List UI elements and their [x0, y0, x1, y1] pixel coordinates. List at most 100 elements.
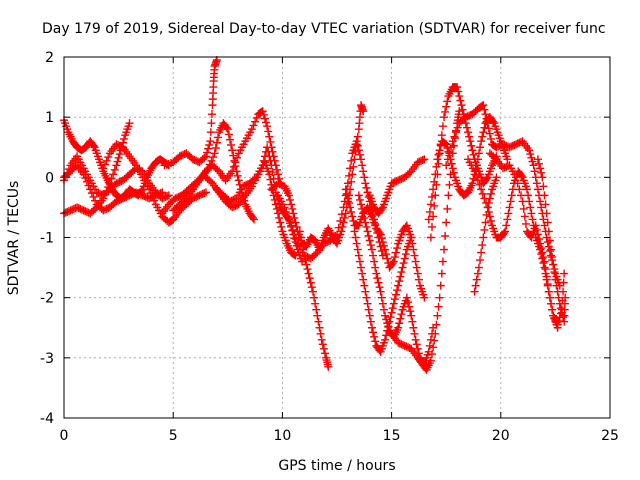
data-point — [233, 153, 242, 162]
data-point — [264, 127, 273, 136]
data-point — [539, 215, 548, 224]
data-point — [265, 132, 274, 141]
data-point — [381, 311, 390, 320]
data-point — [553, 320, 562, 329]
data-point — [429, 212, 438, 221]
data-point — [200, 189, 209, 198]
data-point — [436, 281, 445, 290]
series-track-14 — [365, 155, 429, 218]
data-point — [458, 105, 467, 114]
data-point — [378, 299, 387, 308]
data-point — [527, 153, 536, 162]
data-point — [212, 138, 221, 147]
data-point — [442, 140, 451, 149]
series-track-25 — [341, 185, 416, 272]
data-point — [473, 155, 482, 164]
data-point — [107, 174, 116, 183]
data-point — [448, 137, 457, 146]
data-point — [358, 269, 367, 278]
data-point — [357, 200, 366, 209]
data-point — [481, 110, 490, 119]
data-point — [360, 173, 369, 182]
plot-frame — [63, 56, 611, 419]
data-point — [536, 239, 545, 248]
data-point — [445, 149, 454, 158]
data-point — [398, 263, 407, 272]
data-point — [486, 189, 495, 198]
data-point — [225, 135, 234, 144]
data-point — [249, 121, 258, 130]
data-point — [377, 234, 386, 243]
data-point — [213, 133, 222, 142]
data-point — [353, 245, 362, 254]
x-tick-label: 20 — [492, 428, 510, 444]
data-point — [540, 191, 549, 200]
data-point — [472, 275, 481, 284]
data-point — [400, 254, 409, 263]
data-point — [441, 139, 450, 148]
data-point — [315, 323, 324, 332]
data-point — [206, 128, 215, 137]
data-point — [536, 197, 545, 206]
data-point — [394, 323, 403, 332]
data-point — [524, 191, 533, 200]
data-point — [475, 180, 484, 189]
data-point — [318, 340, 327, 349]
data-point — [265, 152, 274, 161]
data-point — [407, 233, 416, 242]
data-point — [480, 225, 489, 234]
data-point — [206, 137, 215, 146]
data-point — [250, 174, 259, 183]
data-point — [482, 210, 491, 219]
data-point — [349, 216, 358, 225]
data-point — [430, 177, 439, 186]
data-point — [283, 213, 292, 222]
data-point — [287, 200, 296, 209]
data-point — [532, 179, 541, 188]
data-point — [545, 247, 554, 256]
data-point — [393, 286, 402, 295]
data-point — [359, 275, 368, 284]
data-point — [405, 302, 414, 311]
data-point — [434, 150, 443, 159]
data-point — [345, 171, 354, 180]
data-point — [457, 101, 466, 110]
data-point — [201, 152, 210, 161]
data-point — [528, 157, 537, 166]
data-point — [91, 196, 100, 205]
data-point — [224, 130, 233, 139]
data-point — [64, 165, 73, 174]
data-point — [442, 102, 451, 111]
data-point — [462, 123, 471, 132]
data-point — [428, 222, 437, 231]
chart-title: Day 179 of 2019, Sidereal Day-to-day VTE… — [42, 21, 606, 37]
x-tick-label: 10 — [273, 428, 291, 444]
y-tick-label: -2 — [40, 291, 54, 307]
data-point — [544, 227, 553, 236]
data-point — [388, 259, 397, 268]
data-point — [559, 313, 568, 322]
data-point — [382, 331, 391, 340]
x-axis-label: GPS time / hours — [278, 458, 395, 474]
data-point — [338, 222, 347, 231]
data-point — [477, 185, 486, 194]
data-point — [506, 197, 515, 206]
data-point — [286, 195, 295, 204]
data-point — [554, 316, 563, 325]
data-point — [450, 132, 459, 141]
data-point — [234, 176, 243, 185]
data-point — [395, 277, 404, 286]
data-point — [342, 189, 351, 198]
data-point — [378, 238, 387, 247]
data-point — [538, 248, 547, 257]
data-point — [382, 250, 391, 259]
data-point — [228, 167, 237, 176]
data-point — [448, 164, 457, 173]
data-point — [480, 105, 489, 114]
data-point — [535, 235, 544, 244]
data-point — [454, 87, 463, 96]
data-point — [258, 161, 267, 170]
data-point — [365, 311, 374, 320]
